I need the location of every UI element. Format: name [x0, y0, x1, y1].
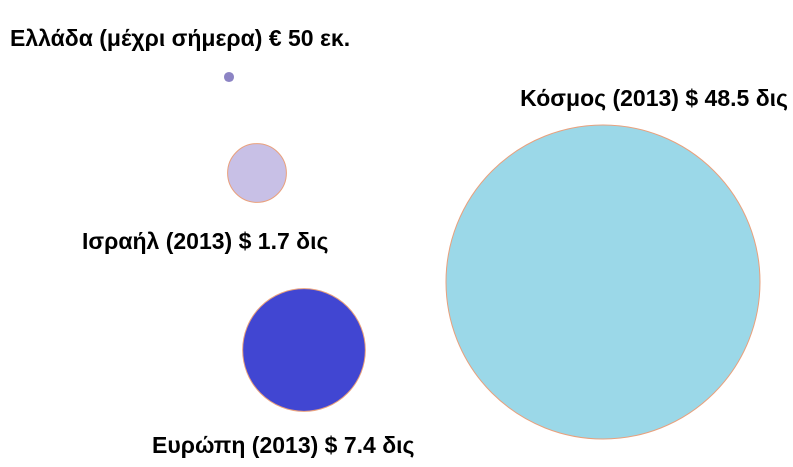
- value-label: € 50 εκ.: [269, 25, 350, 51]
- bubble: [445, 124, 761, 440]
- bubble-label: Ισραήλ (2013) $ 1.7 δις: [82, 228, 328, 254]
- value-label: $ 7.4 δις: [325, 432, 415, 458]
- category-label: Ισραήλ (2013): [82, 228, 232, 254]
- category-label: Κόσμος (2013): [520, 85, 679, 111]
- bubble-label: Κόσμος (2013) $ 48.5 δις: [520, 85, 788, 111]
- bubble: [227, 143, 287, 203]
- value-label: $ 48.5 δις: [685, 85, 788, 111]
- bubble: [242, 288, 366, 412]
- category-label: Ελλάδα (μέχρι σήμερα): [10, 25, 262, 51]
- bubble-label: Ευρώπη (2013) $ 7.4 δις: [152, 432, 415, 458]
- bubble-label: Ελλάδα (μέχρι σήμερα) € 50 εκ.: [10, 25, 350, 51]
- bubble: [223, 71, 235, 83]
- value-label: $ 1.7 δις: [239, 228, 329, 254]
- category-label: Ευρώπη (2013): [152, 432, 318, 458]
